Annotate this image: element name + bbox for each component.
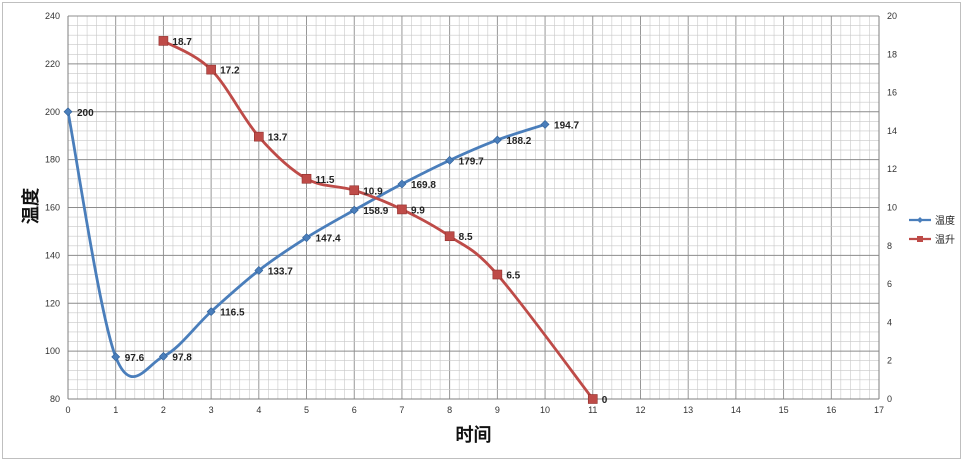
y2-tick-label: 2 xyxy=(887,356,892,366)
legend-label: 温升 xyxy=(935,234,955,246)
data-point-square xyxy=(206,64,216,75)
x-tick-label: 4 xyxy=(256,405,261,415)
data-label: 13.7 xyxy=(268,133,288,144)
data-point-diamond xyxy=(349,205,359,215)
x-tick-label: 14 xyxy=(731,405,741,415)
y-axis-title: 温度 xyxy=(20,187,42,224)
x-tick-label: 16 xyxy=(826,405,836,415)
data-point-square xyxy=(492,269,503,280)
data-label: 147.4 xyxy=(316,234,341,245)
data-point-square xyxy=(158,36,169,46)
data-label: 6.5 xyxy=(506,271,520,282)
x-tick-label: 15 xyxy=(779,405,789,415)
data-label: 8.5 xyxy=(459,232,473,243)
x-tick-label: 9 xyxy=(495,405,500,415)
data-point-square xyxy=(301,173,312,184)
data-point-diamond xyxy=(206,307,216,317)
data-point-diamond xyxy=(63,107,73,117)
x-tick-label: 11 xyxy=(588,405,597,415)
data-label: 97.8 xyxy=(172,352,192,363)
y-tick-label: 240 xyxy=(45,11,60,21)
data-point-square xyxy=(349,185,360,196)
legend-label: 温度 xyxy=(935,214,955,227)
data-label: 116.5 xyxy=(220,308,245,319)
x-tick-label: 6 xyxy=(352,405,357,415)
data-label: 0 xyxy=(602,395,608,406)
y2-tick-label: 8 xyxy=(887,241,892,251)
data-point-square xyxy=(587,394,598,404)
x-tick-label: 2 xyxy=(161,405,166,415)
data-point-square xyxy=(254,131,264,142)
chart-svg: 0 1 2 3 4 5 6 7 8 9 10 11 12 13 14 15 16 1780100120140160… xyxy=(20,11,955,446)
y2-tick-label: 6 xyxy=(887,279,892,289)
data-label: 188.2 xyxy=(506,136,531,147)
data-point-diamond xyxy=(254,266,264,275)
y-tick-label: 140 xyxy=(45,250,60,260)
y2-tick-label: 10 xyxy=(887,203,897,213)
x-tick-label: 13 xyxy=(683,405,693,415)
x-tick-label: 7 xyxy=(399,405,404,415)
y2-tick-label: 18 xyxy=(887,49,897,59)
data-point-diamond xyxy=(492,135,502,145)
data-point-diamond xyxy=(158,351,168,361)
y2-tick-label: 0 xyxy=(887,394,892,404)
x-tick-label: 1 xyxy=(113,405,118,415)
y-tick-label: 180 xyxy=(45,155,60,165)
data-label: 97.6 xyxy=(125,353,145,364)
data-point-diamond xyxy=(445,155,455,165)
data-point-square xyxy=(397,204,407,215)
data-label: 200 xyxy=(77,108,94,119)
y-tick-label: 220 xyxy=(45,59,60,69)
x-tick-label: 3 xyxy=(209,405,214,415)
y2-tick-label: 14 xyxy=(887,126,897,136)
data-label: 133.7 xyxy=(268,266,293,277)
data-label: 18.7 xyxy=(172,37,192,48)
y2-tick-label: 16 xyxy=(887,88,897,98)
data-label: 194.7 xyxy=(554,120,579,131)
legend-marker-diamond xyxy=(917,217,923,223)
data-point-diamond xyxy=(302,233,311,243)
y-tick-label: 200 xyxy=(45,107,60,117)
data-point-diamond xyxy=(397,179,407,189)
y-tick-label: 120 xyxy=(45,298,60,308)
data-label: 179.7 xyxy=(459,156,484,167)
data-label: 9.9 xyxy=(411,205,425,216)
x-axis-title: 时间 xyxy=(456,425,492,446)
y-tick-label: 100 xyxy=(45,346,60,356)
y-tick-label: 160 xyxy=(45,203,60,213)
x-tick-label: 8 xyxy=(447,405,452,415)
data-label: 17.2 xyxy=(220,66,240,77)
y-tick-label: 80 xyxy=(50,394,60,404)
y2-tick-label: 4 xyxy=(887,317,892,327)
x-tick-label: 10 xyxy=(540,405,550,415)
x-tick-label: 0 xyxy=(65,405,70,415)
data-label: 169.8 xyxy=(411,180,436,191)
data-point-square xyxy=(444,231,455,242)
data-point-diamond xyxy=(111,352,121,362)
x-tick-label: 17 xyxy=(874,405,884,415)
y2-tick-label: 12 xyxy=(887,164,897,174)
x-tick-label: 5 xyxy=(304,405,309,415)
data-label: 158.9 xyxy=(363,206,388,217)
data-point-diamond xyxy=(540,120,550,129)
data-label: 10.9 xyxy=(363,186,383,197)
x-tick-label: 12 xyxy=(635,405,645,415)
legend-marker-square xyxy=(917,236,923,242)
data-label: 11.5 xyxy=(316,175,335,186)
y2-tick-label: 20 xyxy=(887,11,897,21)
